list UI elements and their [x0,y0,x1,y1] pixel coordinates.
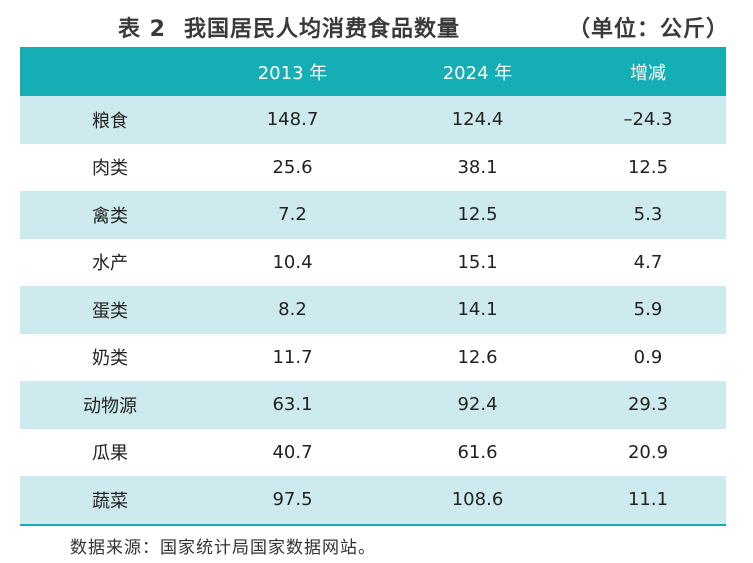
table-caption: 表 2 我国居民人均消费食品数量 （单位：公斤） [0,0,753,48]
cell-2024: 12.6 [457,346,498,368]
cell-2013: 63.1 [272,394,313,416]
table-row: 蛋类 8.2 14.1 5.9 [20,286,726,334]
row-label: 肉类 [92,158,128,180]
cell-2024: 14.1 [457,299,498,321]
cell-change: 5.9 [633,299,663,321]
cell-2024: 12.5 [457,204,498,226]
cell-2013: 148.7 [266,109,319,131]
cell-2024: 15.1 [457,251,498,273]
row-label: 瓜果 [92,443,128,465]
table-row: 水产 10.4 15.1 4.7 [20,239,726,287]
cell-change: 4.7 [633,251,663,273]
table-row: 瓜果 40.7 61.6 20.9 [20,429,726,477]
food-consumption-table: 2013 年 2024 年 增减 粮食 148.7 124.4 –24.3 肉类… [20,47,726,524]
cell-2013: 7.2 [278,204,307,226]
table-row: 奶类 11.7 12.6 0.9 [20,334,726,382]
cell-2024: 92.4 [457,394,498,416]
header-cell-change: 增减 [630,62,666,84]
cell-2024: 108.6 [451,489,504,511]
cell-2013: 8.2 [278,299,307,321]
table-row: 动物源 63.1 92.4 29.3 [20,381,726,429]
cell-change: 12.5 [627,156,669,178]
header-row: 2013 年 2024 年 增减 [20,47,726,96]
table-bottom-rule [20,524,726,526]
row-label: 粮食 [92,110,128,132]
table-row: 肉类 25.6 38.1 12.5 [20,144,726,192]
cell-change: 20.9 [627,441,669,463]
table-number: 表 2 [118,17,166,42]
data-source-note: 数据来源：国家统计局国家数据网站。 [70,538,376,558]
row-label: 禽类 [92,205,128,227]
cell-2013: 40.7 [272,441,313,463]
cell-change: 29.3 [627,394,669,416]
row-label: 蔬菜 [92,490,128,512]
cell-2024: 124.4 [451,109,504,131]
table-title: 表 2 我国居民人均消费食品数量 [118,11,460,43]
cell-change: 5.3 [633,204,663,226]
table-row: 蔬菜 97.5 108.6 11.1 [20,476,726,524]
cell-change: 11.1 [627,489,669,511]
row-label: 动物源 [83,395,137,417]
table-row: 粮食 148.7 124.4 –24.3 [20,96,726,144]
cell-2024: 38.1 [457,156,498,178]
header-cell-2024: 2024 年 [442,62,513,84]
header-cell-category [20,47,200,96]
table-row: 禽类 7.2 12.5 5.3 [20,191,726,239]
table-unit: （单位：公斤） [567,17,729,42]
row-label: 水产 [92,253,128,275]
cell-2013: 10.4 [272,251,313,273]
cell-change: –24.3 [623,109,673,131]
cell-change: 0.9 [633,346,663,368]
table-title-text: 我国居民人均消费食品数量 [183,17,460,42]
cell-2024: 61.6 [457,441,498,463]
cell-2013: 11.7 [272,346,313,368]
row-label: 奶类 [92,348,128,370]
row-label: 蛋类 [92,300,128,322]
cell-2013: 25.6 [272,156,313,178]
cell-2013: 97.5 [272,489,313,511]
header-cell-2013: 2013 年 [257,62,328,84]
